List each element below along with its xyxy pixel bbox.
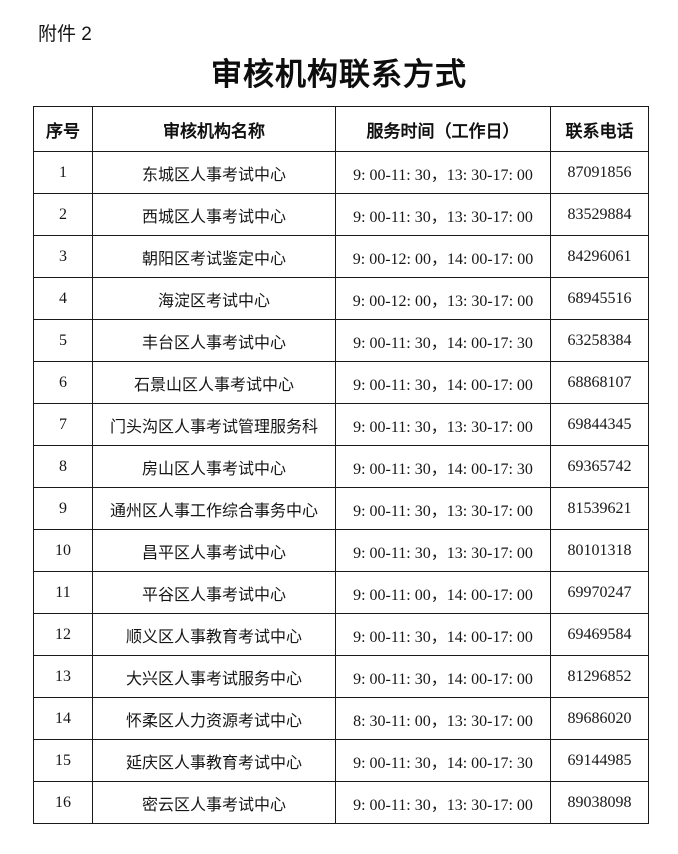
service-hours-cell: 8: 30-11: 00，13: 30-17: 00	[335, 697, 551, 740]
row-number-cell: 4	[33, 277, 93, 320]
contact-phone-cell: 83529884	[550, 193, 649, 236]
contact-phone-cell: 69844345	[550, 403, 649, 446]
column-header-phone: 联系电话	[550, 106, 649, 152]
service-hours-cell: 9: 00-11: 30，13: 30-17: 00	[335, 487, 551, 530]
service-hours-cell: 9: 00-11: 30，13: 30-17: 00	[335, 193, 551, 236]
table-row: 7 门头沟区人事考试管理服务科 9: 00-11: 30，13: 30-17: …	[33, 403, 649, 446]
table-row: 9 通州区人事工作综合事务中心 9: 00-11: 30，13: 30-17: …	[33, 487, 649, 530]
contact-phone-cell: 69970247	[550, 571, 649, 614]
table-row: 16 密云区人事考试中心 9: 00-11: 30，13: 30-17: 00 …	[33, 781, 649, 824]
contact-phone-cell: 68945516	[550, 277, 649, 320]
table-body: 1 东城区人事考试中心 9: 00-11: 30，13: 30-17: 00 8…	[33, 151, 649, 824]
contact-phone-cell: 63258384	[550, 319, 649, 362]
column-header-service-hours: 服务时间（工作日）	[335, 106, 551, 152]
service-hours-cell: 9: 00-11: 30，13: 30-17: 00	[335, 151, 551, 194]
table-row: 8 房山区人事考试中心 9: 00-11: 30，14: 00-17: 30 6…	[33, 445, 649, 488]
row-number-cell: 11	[33, 571, 93, 614]
row-number-cell: 13	[33, 655, 93, 698]
institution-name-cell: 延庆区人事教育考试中心	[92, 739, 336, 782]
contact-table: 序号 审核机构名称 服务时间（工作日） 联系电话 1 东城区人事考试中心 9: …	[33, 106, 649, 824]
table-row: 6 石景山区人事考试中心 9: 00-11: 30，14: 00-17: 00 …	[33, 361, 649, 404]
row-number-cell: 15	[33, 739, 93, 782]
service-hours-cell: 9: 00-12: 00，13: 30-17: 00	[335, 277, 551, 320]
institution-name-cell: 大兴区人事考试服务中心	[92, 655, 336, 698]
column-header-no: 序号	[33, 106, 93, 152]
institution-name-cell: 密云区人事考试中心	[92, 781, 336, 824]
service-hours-cell: 9: 00-12: 00，14: 00-17: 00	[335, 235, 551, 278]
table-row: 13 大兴区人事考试服务中心 9: 00-11: 30，14: 00-17: 0…	[33, 655, 649, 698]
institution-name-cell: 通州区人事工作综合事务中心	[92, 487, 336, 530]
service-hours-cell: 9: 00-11: 30，13: 30-17: 00	[335, 403, 551, 446]
contact-phone-cell: 68868107	[550, 361, 649, 404]
service-hours-cell: 9: 00-11: 30，13: 30-17: 00	[335, 529, 551, 572]
institution-name-cell: 海淀区考试中心	[92, 277, 336, 320]
table-row: 14 怀柔区人力资源考试中心 8: 30-11: 00，13: 30-17: 0…	[33, 697, 649, 740]
institution-name-cell: 西城区人事考试中心	[92, 193, 336, 236]
column-header-institution-name: 审核机构名称	[92, 106, 336, 152]
institution-name-cell: 朝阳区考试鉴定中心	[92, 235, 336, 278]
attachment-label: 附件 2	[38, 24, 92, 45]
table-row: 15 延庆区人事教育考试中心 9: 00-11: 30，14: 00-17: 3…	[33, 739, 649, 782]
contact-phone-cell: 69365742	[550, 445, 649, 488]
contact-phone-cell: 87091856	[550, 151, 649, 194]
table-row: 3 朝阳区考试鉴定中心 9: 00-12: 00，14: 00-17: 00 8…	[33, 235, 649, 278]
row-number-cell: 16	[33, 781, 93, 824]
page-title: 审核机构联系方式	[211, 57, 467, 92]
row-number-cell: 12	[33, 613, 93, 656]
row-number-cell: 8	[33, 445, 93, 488]
institution-name-cell: 东城区人事考试中心	[92, 151, 336, 194]
table-header-row: 序号 审核机构名称 服务时间（工作日） 联系电话	[33, 106, 649, 152]
service-hours-cell: 9: 00-11: 30，14: 00-17: 00	[335, 361, 551, 404]
row-number-cell: 7	[33, 403, 93, 446]
institution-name-cell: 石景山区人事考试中心	[92, 361, 336, 404]
institution-name-cell: 顺义区人事教育考试中心	[92, 613, 336, 656]
service-hours-cell: 9: 00-11: 30，14: 00-17: 30	[335, 739, 551, 782]
institution-name-cell: 门头沟区人事考试管理服务科	[92, 403, 336, 446]
contact-phone-cell: 69469584	[550, 613, 649, 656]
table-row: 1 东城区人事考试中心 9: 00-11: 30，13: 30-17: 00 8…	[33, 151, 649, 194]
table-row: 4 海淀区考试中心 9: 00-12: 00，13: 30-17: 00 689…	[33, 277, 649, 320]
service-hours-cell: 9: 00-11: 30，13: 30-17: 00	[335, 781, 551, 824]
table-row: 2 西城区人事考试中心 9: 00-11: 30，13: 30-17: 00 8…	[33, 193, 649, 236]
contact-phone-cell: 69144985	[550, 739, 649, 782]
institution-name-cell: 怀柔区人力资源考试中心	[92, 697, 336, 740]
table-row: 10 昌平区人事考试中心 9: 00-11: 30，13: 30-17: 00 …	[33, 529, 649, 572]
row-number-cell: 6	[33, 361, 93, 404]
service-hours-cell: 9: 00-11: 30，14: 00-17: 00	[335, 655, 551, 698]
contact-phone-cell: 89038098	[550, 781, 649, 824]
table-row: 5 丰台区人事考试中心 9: 00-11: 30，14: 00-17: 30 6…	[33, 319, 649, 362]
row-number-cell: 2	[33, 193, 93, 236]
service-hours-cell: 9: 00-11: 30，14: 00-17: 30	[335, 319, 551, 362]
contact-phone-cell: 89686020	[550, 697, 649, 740]
contact-phone-cell: 84296061	[550, 235, 649, 278]
contact-phone-cell: 81539621	[550, 487, 649, 530]
service-hours-cell: 9: 00-11: 30，14: 00-17: 30	[335, 445, 551, 488]
table-row: 12 顺义区人事教育考试中心 9: 00-11: 30，14: 00-17: 0…	[33, 613, 649, 656]
institution-name-cell: 丰台区人事考试中心	[92, 319, 336, 362]
row-number-cell: 5	[33, 319, 93, 362]
contact-phone-cell: 80101318	[550, 529, 649, 572]
row-number-cell: 9	[33, 487, 93, 530]
row-number-cell: 1	[33, 151, 93, 194]
service-hours-cell: 9: 00-11: 00，14: 00-17: 00	[335, 571, 551, 614]
institution-name-cell: 昌平区人事考试中心	[92, 529, 336, 572]
service-hours-cell: 9: 00-11: 30，14: 00-17: 00	[335, 613, 551, 656]
row-number-cell: 10	[33, 529, 93, 572]
contact-phone-cell: 81296852	[550, 655, 649, 698]
row-number-cell: 14	[33, 697, 93, 740]
institution-name-cell: 房山区人事考试中心	[92, 445, 336, 488]
row-number-cell: 3	[33, 235, 93, 278]
institution-name-cell: 平谷区人事考试中心	[92, 571, 336, 614]
table-row: 11 平谷区人事考试中心 9: 00-11: 00，14: 00-17: 00 …	[33, 571, 649, 614]
